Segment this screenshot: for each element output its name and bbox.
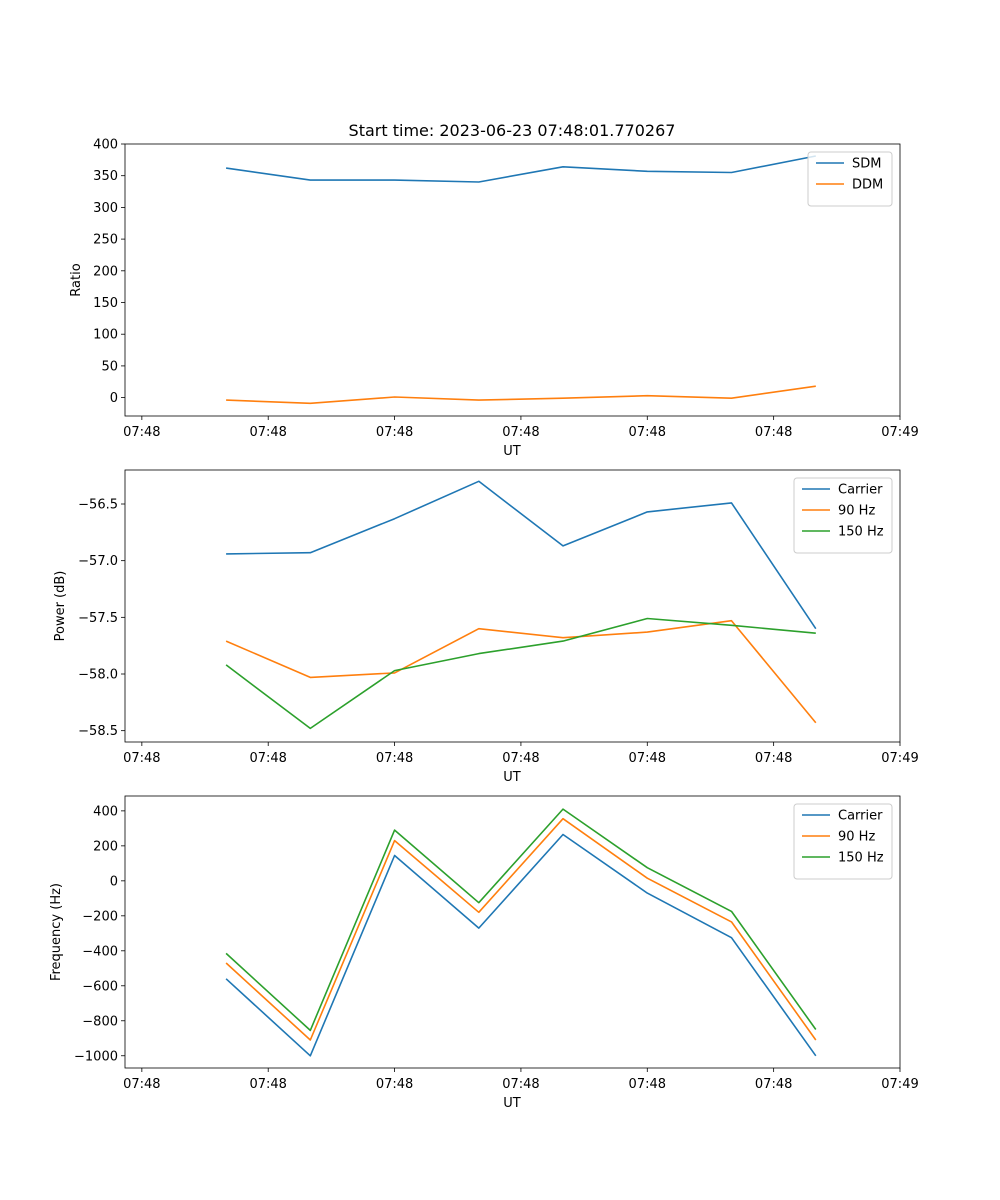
- y-tick-label: −58.5: [78, 724, 118, 739]
- figure-title: Start time: 2023-06-23 07:48:01.770267: [349, 121, 676, 140]
- y-tick-label: 200: [93, 264, 118, 279]
- series-line-90-hz: [225, 619, 817, 724]
- legend-box: [807, 151, 893, 207]
- y-tick-label: 400: [93, 804, 118, 819]
- legend: SDM DDM: [807, 151, 893, 207]
- x-tick-label: 07:48: [123, 1077, 160, 1092]
- x-tick-label: 07:48: [376, 1077, 413, 1092]
- y-tick-label: −400: [82, 944, 118, 959]
- x-tick-label: 07:48: [629, 751, 666, 766]
- y-tick-label: 0: [110, 391, 118, 406]
- y-tick-label: 350: [93, 169, 118, 184]
- legend: Carrier 90 Hz 150 Hz: [793, 803, 893, 880]
- x-tick-label: 07:48: [755, 1077, 792, 1092]
- x-tick-label: 07:48: [629, 425, 666, 440]
- y-tick-label: −800: [82, 1014, 118, 1029]
- x-tick-label: 07:48: [629, 1077, 666, 1092]
- series-line-carrier: [225, 833, 817, 1057]
- legend-label: Carrier: [838, 809, 883, 824]
- y-tick-label: −1000: [74, 1049, 118, 1064]
- series-line-90-hz: [225, 817, 817, 1041]
- y-axis-label: Ratio: [69, 263, 84, 296]
- chart-panel-1: 07:48 07:48 07:48 07:48 07:48 07:48 07:49 0 50 10…: [69, 138, 919, 460]
- plot-area-frame: [124, 143, 901, 417]
- x-tick-label: 07:48: [376, 751, 413, 766]
- plot-area-frame: [124, 469, 901, 743]
- x-tick-label: 07:48: [249, 425, 286, 440]
- series-line-carrier: [226, 480, 817, 630]
- legend-box: [793, 477, 893, 554]
- panels: 07:48 07:48 07:48 07:48 07:48 07:48 07:49 0 50 10…: [49, 138, 919, 1112]
- x-tick-label: 07:49: [881, 425, 918, 440]
- y-tick-label: 0: [110, 874, 118, 889]
- y-axis-label: Power (dB): [53, 571, 68, 642]
- x-tick-label: 07:48: [755, 751, 792, 766]
- y-tick-label: −200: [82, 909, 118, 924]
- x-tick-label: 07:48: [249, 1077, 286, 1092]
- y-tick-label: 150: [93, 296, 118, 311]
- x-tick-label: 07:48: [123, 751, 160, 766]
- series-line-ddm: [226, 385, 816, 405]
- series-line-150-hz: [225, 617, 816, 730]
- y-tick-label: −57.5: [78, 611, 118, 626]
- series-line-150-hz: [225, 808, 817, 1032]
- y-tick-label: 100: [93, 328, 118, 343]
- x-tick-label: 07:48: [502, 425, 539, 440]
- y-tick-label: −58.0: [78, 668, 118, 683]
- y-tick-label: −600: [82, 979, 118, 994]
- x-axis-label: UT: [503, 1096, 521, 1111]
- legend: Carrier 90 Hz 150 Hz: [793, 477, 893, 554]
- x-tick-label: 07:49: [881, 1077, 918, 1092]
- y-tick-label: −56.5: [78, 498, 118, 513]
- y-tick-label: 300: [93, 201, 118, 216]
- legend-label: 150 Hz: [838, 851, 884, 866]
- legend-box: [793, 803, 893, 880]
- y-axis-label: Frequency (Hz): [49, 883, 64, 981]
- legend-label: DDM: [852, 178, 883, 193]
- x-axis-label: UT: [503, 444, 521, 459]
- y-tick-label: 250: [93, 233, 118, 248]
- x-tick-label: 07:48: [249, 751, 286, 766]
- y-tick-label: −57.0: [78, 554, 118, 569]
- x-axis-label: UT: [503, 770, 521, 785]
- chart-panel-2: 07:48 07:48 07:48 07:48 07:48 07:48 07:49 −58.5…: [53, 469, 919, 785]
- y-tick-label: 200: [93, 839, 118, 854]
- plot-area-frame: [124, 795, 901, 1069]
- chart-panel-3: 07:48 07:48 07:48 07:48 07:48 07:48 07:49 −1000…: [49, 795, 919, 1111]
- legend-label: 90 Hz: [838, 830, 875, 845]
- series-line-sdm: [225, 155, 816, 183]
- legend-label: 150 Hz: [838, 525, 884, 540]
- legend-label: SDM: [852, 157, 881, 172]
- x-tick-label: 07:48: [123, 425, 160, 440]
- x-tick-label: 07:48: [502, 1077, 539, 1092]
- y-tick-label: 400: [93, 138, 118, 153]
- x-tick-label: 07:48: [502, 751, 539, 766]
- legend-label: Carrier: [838, 483, 883, 498]
- legend-label: 90 Hz: [838, 504, 875, 519]
- y-tick-label: 50: [101, 359, 118, 374]
- x-tick-label: 07:48: [755, 425, 792, 440]
- x-tick-label: 07:49: [881, 751, 918, 766]
- x-tick-label: 07:48: [376, 425, 413, 440]
